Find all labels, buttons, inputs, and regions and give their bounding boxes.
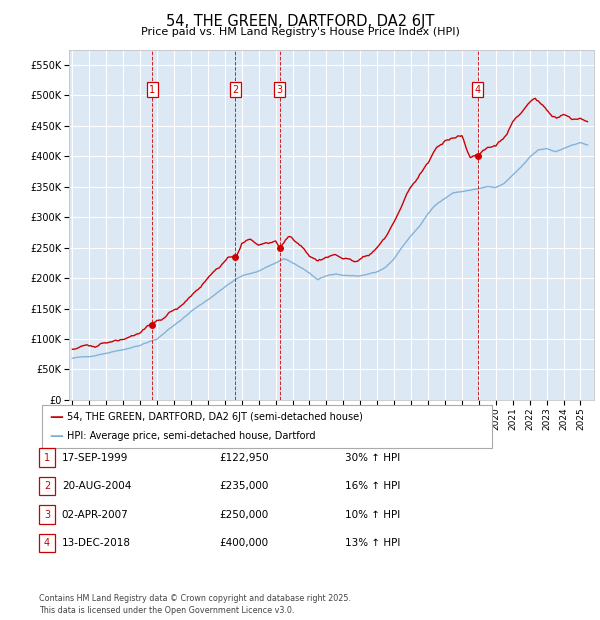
- Text: 17-SEP-1999: 17-SEP-1999: [62, 453, 128, 463]
- Text: 54, THE GREEN, DARTFORD, DA2 6JT: 54, THE GREEN, DARTFORD, DA2 6JT: [166, 14, 434, 29]
- Text: 2: 2: [232, 85, 239, 95]
- Text: 4: 4: [44, 538, 50, 548]
- Text: 13% ↑ HPI: 13% ↑ HPI: [345, 538, 400, 548]
- Text: 10% ↑ HPI: 10% ↑ HPI: [345, 510, 400, 520]
- Text: 3: 3: [277, 85, 283, 95]
- Text: 16% ↑ HPI: 16% ↑ HPI: [345, 481, 400, 491]
- Text: £250,000: £250,000: [219, 510, 268, 520]
- Text: 54, THE GREEN, DARTFORD, DA2 6JT (semi-detached house): 54, THE GREEN, DARTFORD, DA2 6JT (semi-d…: [67, 412, 363, 422]
- Text: 13-DEC-2018: 13-DEC-2018: [62, 538, 131, 548]
- Text: 3: 3: [44, 510, 50, 520]
- Text: —: —: [49, 429, 63, 443]
- Text: 02-APR-2007: 02-APR-2007: [62, 510, 128, 520]
- Text: Price paid vs. HM Land Registry's House Price Index (HPI): Price paid vs. HM Land Registry's House …: [140, 27, 460, 37]
- Text: £235,000: £235,000: [219, 481, 268, 491]
- Text: £122,950: £122,950: [219, 453, 269, 463]
- Text: 4: 4: [475, 85, 481, 95]
- Text: 1: 1: [149, 85, 155, 95]
- Text: 20-AUG-2004: 20-AUG-2004: [62, 481, 131, 491]
- Text: Contains HM Land Registry data © Crown copyright and database right 2025.
This d: Contains HM Land Registry data © Crown c…: [39, 594, 351, 615]
- Text: HPI: Average price, semi-detached house, Dartford: HPI: Average price, semi-detached house,…: [67, 432, 316, 441]
- Text: 1: 1: [44, 453, 50, 463]
- Text: —: —: [49, 410, 63, 424]
- Text: 30% ↑ HPI: 30% ↑ HPI: [345, 453, 400, 463]
- Text: 2: 2: [44, 481, 50, 491]
- Text: £400,000: £400,000: [219, 538, 268, 548]
